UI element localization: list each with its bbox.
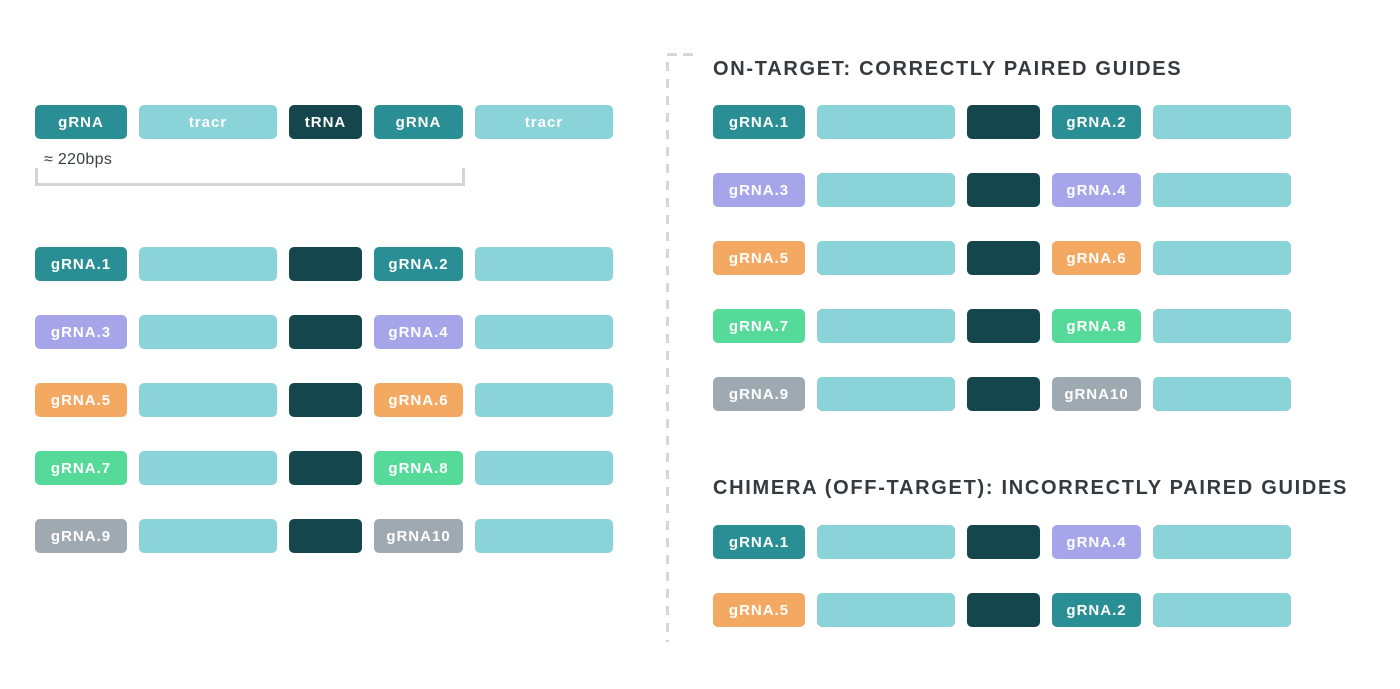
tracr-spacer-block xyxy=(139,519,277,553)
tracr-spacer-block xyxy=(817,525,955,559)
guide-pair-row: gRNA.7 gRNA.8 xyxy=(713,309,1291,343)
guide-label-block: gRNA.5 xyxy=(713,593,805,627)
guide-label-block: gRNA.9 xyxy=(713,377,805,411)
tracr-spacer-block xyxy=(817,377,955,411)
guide-label-block: gRNA.1 xyxy=(35,247,127,281)
tracr-spacer-block xyxy=(1153,593,1291,627)
guide-label-block: gRNA.2 xyxy=(374,247,463,281)
guide-label-block: gRNA.5 xyxy=(713,241,805,275)
tracr-spacer-block xyxy=(1153,105,1291,139)
construct-row: gRNA tracr tRNA gRNA tracr xyxy=(35,105,613,139)
trna-linker-block xyxy=(289,247,362,281)
guide-pair-row: gRNA.1 gRNA.2 xyxy=(35,247,613,281)
guide-pair-row: gRNA.1 gRNA.4 xyxy=(713,525,1291,559)
guide-label-block: gRNA.4 xyxy=(1052,173,1141,207)
guide-label-block: gRNA.8 xyxy=(1052,309,1141,343)
trna-linker-block xyxy=(967,377,1040,411)
trna-linker-block xyxy=(967,105,1040,139)
tracr-segment: tracr xyxy=(139,105,277,139)
tracr-spacer-block xyxy=(139,451,277,485)
tracr-spacer-block xyxy=(817,241,955,275)
size-bracket xyxy=(35,168,465,186)
guide-pair-row: gRNA.3 gRNA.4 xyxy=(35,315,613,349)
guide-label-block: gRNA.9 xyxy=(35,519,127,553)
guide-pair-row: gRNA.5 gRNA.6 xyxy=(713,241,1291,275)
chimera-section: gRNA.1 gRNA.4 gRNA.5 gRNA.2 xyxy=(713,525,1291,627)
guide-label-block: gRNA.7 xyxy=(35,451,127,485)
tracr-spacer-block xyxy=(475,315,613,349)
tracr-spacer-block xyxy=(817,105,955,139)
guide-pair-row: gRNA.9 gRNA10 xyxy=(35,519,613,553)
trna-linker-block xyxy=(967,593,1040,627)
guide-label-block: gRNA.4 xyxy=(374,315,463,349)
tracr-spacer-block xyxy=(475,247,613,281)
trna-linker-block xyxy=(967,173,1040,207)
guide-pair-row: gRNA.5 gRNA.6 xyxy=(35,383,613,417)
guide-pair-row: gRNA.1 gRNA.2 xyxy=(713,105,1291,139)
tracr-spacer-block xyxy=(1153,309,1291,343)
guide-label-block: gRNA.3 xyxy=(713,173,805,207)
guide-label-block: gRNA10 xyxy=(374,519,463,553)
guide-label-block: gRNA.8 xyxy=(374,451,463,485)
on-target-heading: ON-TARGET: CORRECTLY PAIRED GUIDES xyxy=(713,58,1183,80)
on-target-section: gRNA.1 gRNA.2 gRNA.3 gRNA.4 gRNA.5 gRNA.6 gRNA… xyxy=(713,105,1291,411)
trna-linker-block xyxy=(289,451,362,485)
dashed-divider xyxy=(666,62,669,642)
guide-pair-row: gRNA.5 gRNA.2 xyxy=(713,593,1291,627)
size-annotation: ≈ 220bps xyxy=(44,151,113,168)
trna-segment: tRNA xyxy=(289,105,362,139)
trna-linker-block xyxy=(967,241,1040,275)
tracr-spacer-block xyxy=(817,309,955,343)
trna-linker-block xyxy=(289,383,362,417)
tracr-spacer-block xyxy=(139,247,277,281)
guide-pair-row: gRNA.9 gRNA10 xyxy=(713,377,1291,411)
tracr-spacer-block xyxy=(1153,241,1291,275)
tracr-segment: tracr xyxy=(475,105,613,139)
tracr-spacer-block xyxy=(475,383,613,417)
tracr-spacer-block xyxy=(817,173,955,207)
tracr-spacer-block xyxy=(817,593,955,627)
guide-pair-row: gRNA.7 gRNA.8 xyxy=(35,451,613,485)
tracr-spacer-block xyxy=(475,451,613,485)
guide-label-block: gRNA10 xyxy=(1052,377,1141,411)
guide-label-block: gRNA.1 xyxy=(713,105,805,139)
guide-label-block: gRNA.6 xyxy=(1052,241,1141,275)
grna-segment: gRNA xyxy=(35,105,127,139)
chimera-heading: CHIMERA (OFF-TARGET): INCORRECTLY PAIRED… xyxy=(713,477,1349,499)
guide-label-block: gRNA.3 xyxy=(35,315,127,349)
guide-pair-row: gRNA.3 gRNA.4 xyxy=(713,173,1291,207)
guide-label-block: gRNA.4 xyxy=(1052,525,1141,559)
tracr-spacer-block xyxy=(475,519,613,553)
guide-label-block: gRNA.2 xyxy=(1052,593,1141,627)
guide-label-block: gRNA.1 xyxy=(713,525,805,559)
trna-linker-block xyxy=(967,525,1040,559)
trna-linker-block xyxy=(289,519,362,553)
dashed-divider-corner xyxy=(667,53,694,56)
tracr-spacer-block xyxy=(1153,377,1291,411)
guide-label-block: gRNA.2 xyxy=(1052,105,1141,139)
tracr-spacer-block xyxy=(1153,173,1291,207)
trna-linker-block xyxy=(289,315,362,349)
tracr-spacer-block xyxy=(139,383,277,417)
guide-label-block: gRNA.6 xyxy=(374,383,463,417)
guide-label-block: gRNA.7 xyxy=(713,309,805,343)
tracr-spacer-block xyxy=(1153,525,1291,559)
guide-label-block: gRNA.5 xyxy=(35,383,127,417)
grna-segment: gRNA xyxy=(374,105,463,139)
trna-linker-block xyxy=(967,309,1040,343)
guide-pool-section: gRNA.1 gRNA.2 gRNA.3 gRNA.4 gRNA.5 gRNA.6 gRNA… xyxy=(35,247,613,553)
tracr-spacer-block xyxy=(139,315,277,349)
